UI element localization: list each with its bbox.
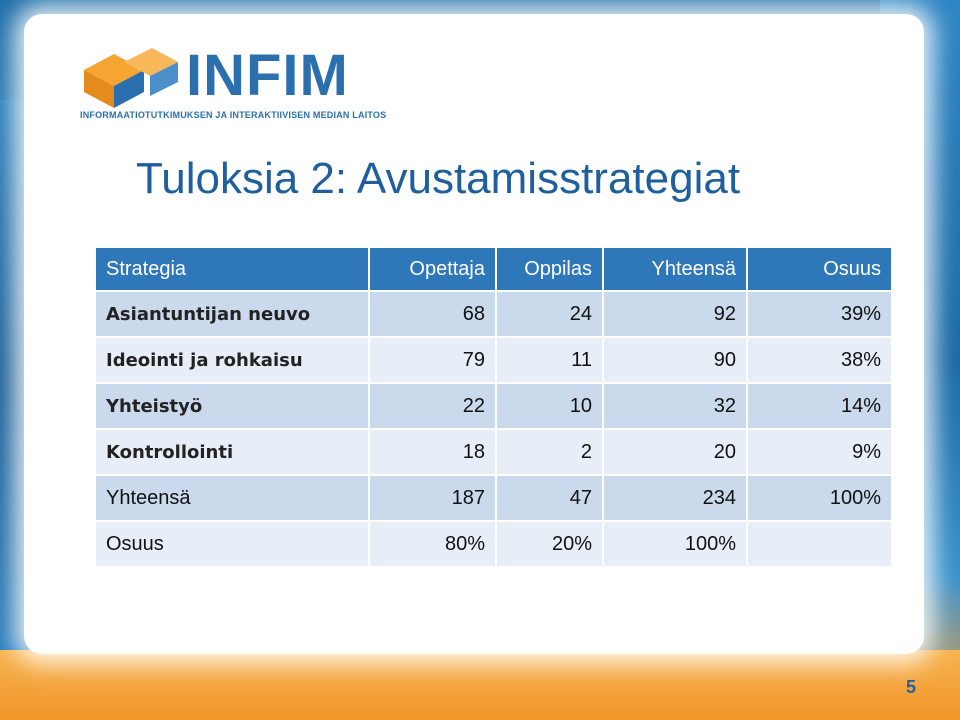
table-row: Kontrollointi 18 2 20 9% bbox=[94, 428, 893, 476]
logo-wordmark: INFIM bbox=[186, 43, 349, 108]
bottom-orange-band bbox=[0, 650, 960, 720]
cell-yhteensa: 90 bbox=[602, 336, 748, 384]
row-label: Yhteistyö bbox=[94, 382, 370, 430]
header-yhteensa: Yhteensä bbox=[602, 246, 748, 292]
cell-oppilas: 10 bbox=[495, 382, 604, 430]
cell-oppilas: 20% bbox=[495, 520, 604, 568]
row-label: Ideointi ja rohkaisu bbox=[94, 336, 370, 384]
cell-oppilas: 11 bbox=[495, 336, 604, 384]
cell-opettaja: 187 bbox=[368, 474, 497, 522]
table-row: Osuus 80% 20% 100% bbox=[94, 520, 893, 568]
cell-osuus bbox=[746, 520, 893, 568]
cell-yhteensa: 100% bbox=[602, 520, 748, 568]
logo-cube-icon bbox=[84, 48, 178, 108]
cell-oppilas: 47 bbox=[495, 474, 604, 522]
header-osuus: Osuus bbox=[746, 246, 893, 292]
results-table: Strategia Opettaja Oppilas Yhteensä Osuu… bbox=[94, 246, 893, 568]
table-row: Asiantuntijan neuvo 68 24 92 39% bbox=[94, 290, 893, 338]
table-row: Yhteensä 187 47 234 100% bbox=[94, 474, 893, 522]
cell-osuus: 9% bbox=[746, 428, 893, 476]
page-number: 5 bbox=[905, 677, 916, 697]
slide-title: Tuloksia 2: Avustamisstrategiat bbox=[136, 154, 741, 203]
cell-opettaja: 68 bbox=[368, 290, 497, 338]
header-opettaja: Opettaja bbox=[368, 246, 497, 292]
cell-yhteensa: 20 bbox=[602, 428, 748, 476]
infim-logo: INFIM INFORMAATIOTUTKIMUKSEN JA INTERAKT… bbox=[74, 42, 386, 122]
cell-yhteensa: 32 bbox=[602, 382, 748, 430]
cell-oppilas: 24 bbox=[495, 290, 604, 338]
table-row: Ideointi ja rohkaisu 79 11 90 38% bbox=[94, 336, 893, 384]
cell-opettaja: 79 bbox=[368, 336, 497, 384]
cell-osuus: 100% bbox=[746, 474, 893, 522]
header-oppilas: Oppilas bbox=[495, 246, 604, 292]
row-label: Asiantuntijan neuvo bbox=[94, 290, 370, 338]
cell-yhteensa: 92 bbox=[602, 290, 748, 338]
cell-opettaja: 22 bbox=[368, 382, 497, 430]
cell-yhteensa: 234 bbox=[602, 474, 748, 522]
header-strategia: Strategia bbox=[94, 246, 370, 292]
row-label: Kontrollointi bbox=[94, 428, 370, 476]
cell-osuus: 14% bbox=[746, 382, 893, 430]
cell-osuus: 38% bbox=[746, 336, 893, 384]
cell-osuus: 39% bbox=[746, 290, 893, 338]
cell-opettaja: 18 bbox=[368, 428, 497, 476]
cell-opettaja: 80% bbox=[368, 520, 497, 568]
logo-subtitle: INFORMAATIOTUTKIMUKSEN JA INTERAKTIIVISE… bbox=[80, 110, 387, 120]
row-label: Yhteensä bbox=[94, 474, 370, 522]
row-label: Osuus bbox=[94, 520, 370, 568]
table-row: Yhteistyö 22 10 32 14% bbox=[94, 382, 893, 430]
cell-oppilas: 2 bbox=[495, 428, 604, 476]
table-header-row: Strategia Opettaja Oppilas Yhteensä Osuu… bbox=[94, 246, 893, 292]
